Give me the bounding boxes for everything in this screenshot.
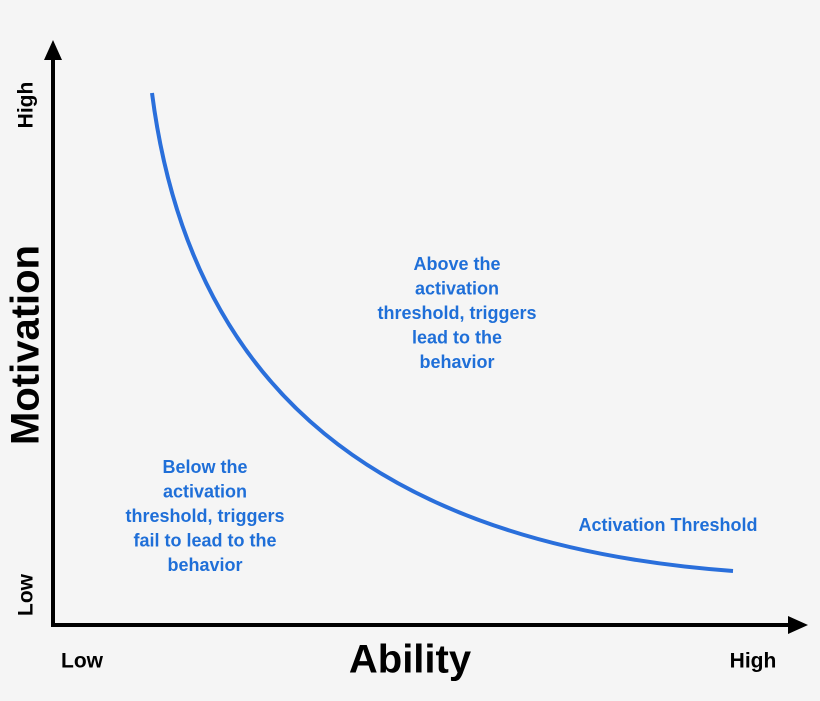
above-annotation-line: behavior	[419, 352, 494, 372]
below-annotation-line: threshold, triggers	[125, 506, 284, 526]
above-annotation-line: activation	[415, 278, 499, 298]
y-arrow	[44, 40, 62, 60]
below-annotation-line: fail to lead to the	[133, 530, 276, 550]
below-annotation-line: behavior	[167, 555, 242, 575]
above-annotation-line: threshold, triggers	[377, 303, 536, 323]
y-axis-title: Motivation	[4, 245, 48, 445]
y-high-label: High	[15, 82, 38, 129]
above-annotation-line: lead to the	[412, 327, 502, 347]
threshold-curve	[150, 92, 734, 573]
curve-label: Activation Threshold	[578, 515, 757, 535]
x-arrow	[788, 616, 808, 634]
x-axis-title: Ability	[349, 638, 472, 682]
x-low-label: Low	[61, 650, 104, 673]
x-high-label: High	[730, 650, 777, 673]
below-annotation-line: Below the	[162, 457, 247, 477]
below-annotation-line: activation	[163, 481, 247, 501]
above-annotation-line: Above the	[413, 254, 500, 274]
y-low-label: Low	[15, 573, 38, 616]
